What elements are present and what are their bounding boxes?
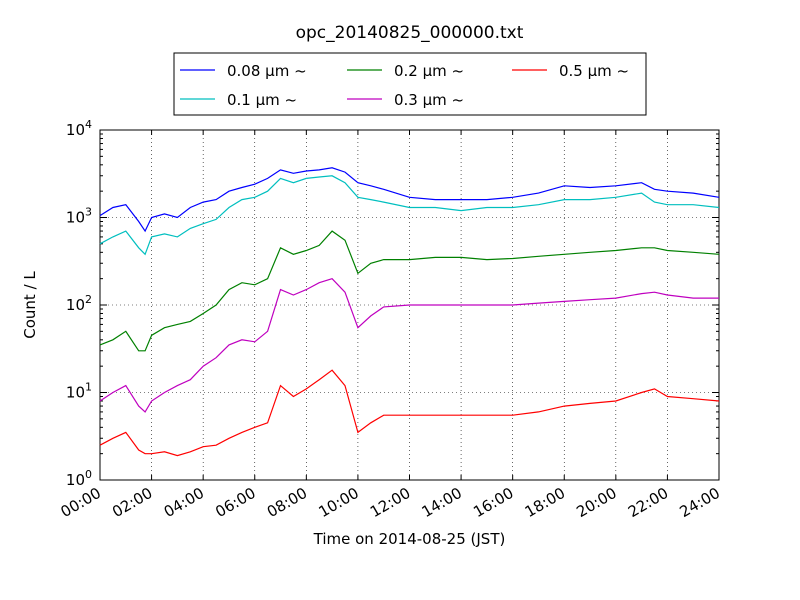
- series-line-1: [99, 175, 720, 256]
- series-line-4: [99, 369, 720, 457]
- x-tick-label: 14:00: [419, 484, 465, 521]
- series-line-0: [99, 167, 720, 233]
- x-tick-label: 20:00: [573, 484, 619, 521]
- series-line-3: [99, 278, 719, 413]
- series-lines: [99, 167, 720, 457]
- legend-label-2: 0.2 μm ~: [394, 62, 464, 80]
- x-tick-label: 08:00: [264, 484, 310, 521]
- x-tick-label: 02:00: [109, 484, 155, 521]
- x-tick-label: 24:00: [677, 484, 723, 521]
- legend-label-3: 0.3 μm ~: [394, 91, 464, 109]
- legend-label-0: 0.08 μm ~: [227, 62, 307, 80]
- x-tick-label: 22:00: [625, 484, 671, 521]
- y-tick-labels: 100 101 102 103 104: [66, 118, 92, 489]
- axis-ticks: [99, 129, 720, 481]
- chart-title: opc_20140825_000000.txt: [296, 23, 524, 43]
- x-tick-label: 16:00: [470, 484, 516, 521]
- x-tick-label: 00:00: [58, 484, 104, 521]
- x-tick-label: 04:00: [161, 484, 207, 521]
- legend-box: [173, 52, 647, 116]
- y-tick-label: 100: [66, 468, 92, 489]
- y-tick-label: 102: [66, 293, 92, 314]
- x-tick-label: 18:00: [522, 484, 568, 521]
- y-tick-label: 101: [66, 381, 92, 402]
- y-axis-label: Count / L: [21, 271, 39, 339]
- legend-label-1: 0.1 μm ~: [227, 91, 297, 109]
- x-tick-label: 12:00: [367, 484, 413, 521]
- y-tick-label: 103: [66, 206, 92, 227]
- legend: 0.08 μm ~ 0.1 μm ~ 0.2 μm ~ 0.3 μm ~ 0.5 μm …: [173, 52, 647, 116]
- series-line-2: [99, 230, 720, 352]
- x-tick-label: 10:00: [315, 484, 361, 521]
- x-tick-label: 06:00: [212, 484, 258, 521]
- x-axis-label: Time on 2014-08-25 (JST): [313, 530, 506, 548]
- legend-label-4: 0.5 μm ~: [559, 62, 629, 80]
- x-tick-labels: 00:00 02:00 04:00 06:00 08:00 10:00 12:00 14:00…: [58, 484, 723, 521]
- y-tick-label: 104: [66, 118, 92, 139]
